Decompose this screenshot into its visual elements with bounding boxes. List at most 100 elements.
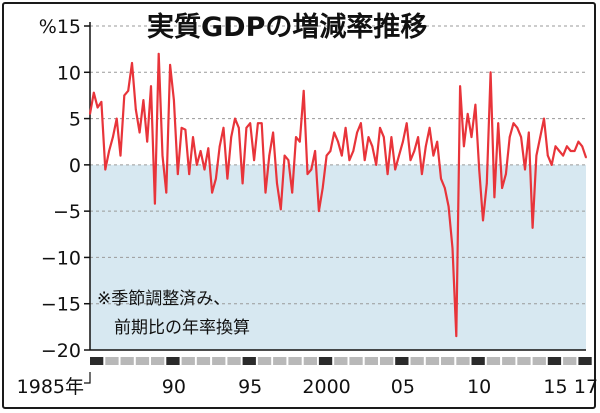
start-year-pointer (84, 372, 91, 384)
timeline-segment (471, 357, 485, 365)
data-point (123, 94, 126, 97)
x-tick-label: 1985年 (17, 376, 84, 398)
x-tick-label: 10 (467, 376, 491, 398)
data-point (157, 52, 160, 55)
data-point (360, 122, 362, 125)
data-point (276, 182, 278, 185)
year-timeline-bar (90, 357, 592, 365)
data-point (180, 126, 183, 129)
data-point (302, 89, 305, 92)
gridlines (90, 25, 586, 305)
data-point (131, 62, 133, 64)
data-point (272, 131, 274, 134)
data-point (215, 177, 217, 180)
data-point (249, 122, 252, 125)
data-point (295, 136, 297, 139)
data-point (501, 187, 503, 189)
data-point (184, 128, 187, 131)
data-point (459, 85, 461, 88)
data-point (169, 64, 172, 66)
timeline-segment (410, 357, 424, 365)
timeline-segment (563, 357, 577, 365)
timeline-segment (547, 357, 562, 365)
data-point (447, 205, 450, 208)
y-tick-label: 0 (69, 155, 81, 177)
data-point (96, 106, 99, 109)
timeline-segment (456, 357, 470, 365)
data-point (146, 140, 149, 143)
data-points (89, 52, 587, 337)
data-point (405, 122, 408, 125)
data-point (527, 131, 530, 134)
data-point (104, 168, 107, 171)
data-point (390, 136, 393, 139)
data-point (409, 159, 412, 162)
y-tick-label: %15 (39, 16, 81, 38)
data-point (176, 173, 179, 176)
y-tick-label: 5 (69, 109, 81, 131)
data-point (363, 159, 366, 162)
data-point (455, 335, 458, 337)
data-point (199, 150, 202, 152)
y-tick-marks (84, 25, 90, 351)
data-point (466, 113, 469, 115)
timeline-segment (486, 357, 501, 365)
data-point (436, 140, 439, 143)
data-point (245, 126, 248, 129)
data-point (505, 173, 507, 176)
x-tick-label: 95 (238, 376, 262, 398)
data-point (497, 122, 500, 125)
timeline-segment (212, 357, 226, 365)
data-point (585, 156, 587, 159)
data-point (112, 136, 114, 139)
timeline-segment (288, 357, 302, 365)
data-point (348, 159, 351, 162)
data-point (108, 150, 110, 152)
data-point (165, 191, 168, 194)
data-point (489, 71, 492, 74)
data-point (211, 191, 214, 194)
data-point (154, 202, 156, 205)
data-point (321, 187, 324, 189)
data-point (382, 136, 385, 139)
timeline-segment (318, 357, 333, 365)
y-tick-label: −10 (41, 247, 81, 269)
data-point (138, 131, 141, 134)
data-point (264, 191, 267, 194)
timeline-segment (441, 357, 455, 365)
data-point (386, 173, 389, 176)
data-point (402, 140, 404, 143)
data-point (356, 131, 358, 134)
data-point (421, 173, 423, 176)
data-point (150, 85, 152, 88)
timeline-segment (227, 357, 241, 365)
x-tick-label: 2000 (302, 376, 350, 398)
data-point (127, 89, 130, 92)
data-point (222, 126, 225, 129)
timeline-segment (502, 357, 516, 365)
data-point (424, 145, 427, 148)
data-point (451, 247, 454, 250)
x-tick-label: 05 (391, 376, 415, 398)
timeline-segment (364, 357, 378, 365)
x-tick-label: 15 (543, 376, 567, 398)
data-point (260, 122, 263, 125)
data-point (344, 126, 347, 129)
data-point (142, 99, 145, 101)
data-point (443, 187, 446, 189)
data-point (207, 147, 210, 150)
timeline-segment (257, 357, 272, 365)
note-line-1: ※季節調整済み、 (97, 289, 230, 309)
data-point (352, 150, 355, 152)
data-point (241, 182, 244, 185)
data-point (581, 145, 584, 148)
data-point (279, 208, 282, 211)
data-point (508, 136, 511, 139)
data-point (371, 145, 374, 148)
y-tick-label: −20 (41, 340, 81, 362)
data-point (333, 131, 336, 134)
data-point (134, 108, 137, 111)
data-point (524, 168, 526, 171)
data-point (535, 154, 538, 157)
data-point (367, 136, 370, 139)
